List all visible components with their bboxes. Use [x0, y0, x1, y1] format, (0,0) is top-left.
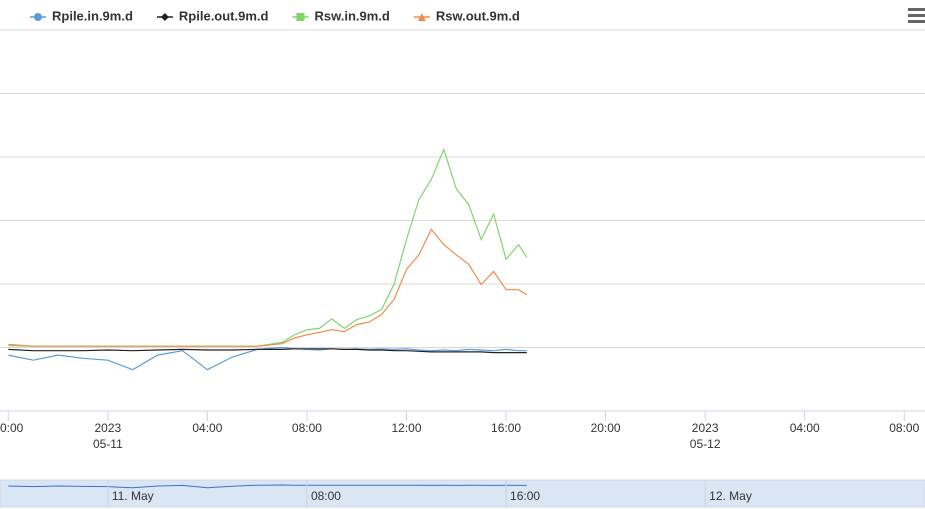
- navigator-label: 11. May: [112, 489, 154, 503]
- x-tick-label: 04:00: [192, 421, 222, 435]
- legend-item[interactable]: Rpile.out.9m.d: [156, 8, 269, 23]
- legend-marker: [296, 13, 305, 21]
- menu-button[interactable]: [908, 8, 925, 23]
- legend-marker: [160, 13, 169, 21]
- x-tick-label: 2023: [94, 421, 121, 435]
- x-tick-label: 2023: [692, 421, 719, 435]
- navigator-label: 08:00: [311, 489, 341, 503]
- legend-item[interactable]: Rpile.in.9m.d: [30, 8, 133, 23]
- legend-item[interactable]: Rsw.in.9m.d: [292, 8, 390, 23]
- x-tick-label: 20:00: [591, 421, 621, 435]
- legend-label: Rpile.out.9m.d: [179, 8, 269, 23]
- navigator-label: 16:00: [510, 489, 540, 503]
- legend-label: Rsw.in.9m.d: [314, 8, 389, 23]
- menu-bar: [908, 20, 925, 23]
- x-tick-label: 05-12: [690, 437, 721, 451]
- menu-bar: [908, 8, 925, 11]
- legend: Rpile.in.9m.d Rpile.out.9m.d Rsw.in.9m.d Rs…: [30, 8, 520, 23]
- navigator-line: [8, 484, 527, 489]
- x-tick-label: 05-11: [93, 437, 123, 451]
- x-tick-label: 08:00: [292, 421, 322, 435]
- x-tick-label: 08:00: [889, 421, 919, 435]
- series-line: [8, 228, 528, 347]
- navigator-mask: [0, 479, 925, 508]
- legend-label: Rsw.out.9m.d: [436, 8, 520, 23]
- legend-item[interactable]: Rsw.out.9m.d: [413, 8, 520, 23]
- navigator-label: 12. May: [709, 489, 752, 503]
- x-tick-label: 20:00: [0, 421, 24, 435]
- menu-bar: [908, 14, 925, 17]
- x-tick-label: 16:00: [491, 421, 521, 435]
- legend-marker: [34, 13, 42, 21]
- legend-marker: [417, 13, 426, 21]
- x-tick-label: 04:00: [790, 421, 820, 435]
- legend-label: Rpile.in.9m.d: [52, 8, 133, 23]
- series-line: [8, 147, 528, 347]
- x-tick-label: 12:00: [391, 421, 421, 435]
- series-line: [8, 348, 527, 354]
